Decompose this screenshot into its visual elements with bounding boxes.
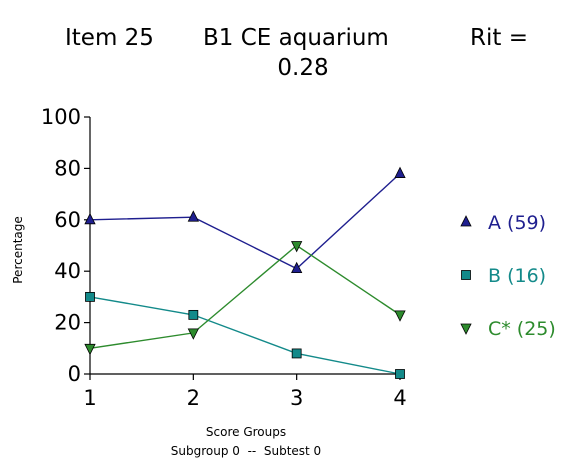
x-ticks: 1 2 3 4 bbox=[83, 374, 407, 410]
data-point-series-1 bbox=[291, 348, 302, 359]
x-tick-label: 4 bbox=[393, 386, 406, 410]
legend-label-0: A (59) bbox=[488, 212, 546, 234]
x-tick-label: 2 bbox=[187, 386, 200, 410]
legend-marker-0 bbox=[460, 215, 472, 227]
data-point-series-0 bbox=[84, 212, 96, 225]
y-tick-label: 20 bbox=[54, 311, 81, 335]
data-point-series-1 bbox=[85, 291, 95, 302]
y-tick-label: 100 bbox=[41, 105, 81, 129]
data-point-series-2 bbox=[291, 241, 303, 253]
series-line-2 bbox=[89, 244, 401, 349]
y-axis-title: Percentage bbox=[11, 216, 25, 284]
data-point-series-0 bbox=[187, 210, 199, 222]
data-point-series-0 bbox=[394, 166, 406, 178]
title-rit-value: 0.28 bbox=[277, 55, 328, 81]
legend-marker-2 bbox=[460, 323, 472, 335]
series-line-0 bbox=[89, 173, 401, 270]
y-tick-label: 80 bbox=[54, 156, 81, 180]
y-tick-label: 40 bbox=[54, 259, 81, 283]
y-tick-label: 60 bbox=[54, 208, 81, 232]
legend-label-1: B (16) bbox=[488, 265, 546, 287]
legend-marker-1 bbox=[461, 270, 471, 280]
series-line-1 bbox=[89, 296, 401, 375]
data-point-series-1 bbox=[395, 369, 405, 379]
x-tick-label: 3 bbox=[290, 386, 303, 410]
y-ticks: 0 20 40 60 80 100 bbox=[41, 105, 90, 386]
data-point-series-0 bbox=[291, 261, 303, 274]
series-layer bbox=[84, 166, 406, 379]
y-tick-label: 0 bbox=[68, 362, 81, 386]
data-point-series-2 bbox=[84, 343, 96, 356]
chart-footnote: Subgroup 0 -- Subtest 0 bbox=[171, 444, 321, 458]
legend-label-2: C* (25) bbox=[488, 318, 556, 340]
data-point-series-1 bbox=[188, 309, 199, 320]
title-rit-label: Rit = bbox=[470, 25, 528, 51]
data-point-series-2 bbox=[187, 328, 199, 340]
legend: A (59) B (16) C* (25) bbox=[460, 212, 556, 340]
title-name: B1 CE aquarium bbox=[203, 25, 389, 51]
x-tick-label: 1 bbox=[83, 386, 96, 410]
title-item: Item 25 bbox=[65, 25, 154, 51]
x-axis-title: Score Groups bbox=[206, 425, 286, 439]
data-point-series-2 bbox=[394, 310, 406, 322]
